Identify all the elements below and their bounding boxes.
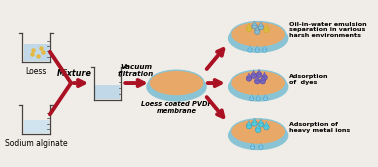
- Text: Mixture: Mixture: [57, 68, 92, 77]
- Circle shape: [246, 76, 252, 81]
- Circle shape: [263, 27, 269, 33]
- Polygon shape: [264, 94, 267, 98]
- Circle shape: [256, 72, 262, 77]
- Polygon shape: [257, 69, 261, 74]
- Circle shape: [252, 23, 257, 29]
- Polygon shape: [256, 46, 259, 49]
- Polygon shape: [253, 118, 257, 123]
- Ellipse shape: [231, 70, 286, 96]
- Circle shape: [258, 122, 263, 127]
- Ellipse shape: [231, 22, 286, 47]
- FancyBboxPatch shape: [95, 85, 120, 99]
- Polygon shape: [262, 72, 266, 77]
- Polygon shape: [255, 26, 259, 31]
- Polygon shape: [257, 94, 260, 98]
- Ellipse shape: [146, 72, 207, 102]
- Circle shape: [263, 124, 269, 130]
- Polygon shape: [255, 76, 259, 80]
- Polygon shape: [247, 121, 251, 125]
- Circle shape: [259, 145, 263, 149]
- Ellipse shape: [228, 72, 288, 102]
- Ellipse shape: [228, 24, 288, 53]
- Polygon shape: [251, 70, 256, 75]
- Polygon shape: [253, 21, 257, 25]
- Circle shape: [246, 26, 252, 32]
- Text: Loess coated PVDF
membrane: Loess coated PVDF membrane: [141, 101, 212, 114]
- Circle shape: [263, 97, 268, 101]
- Circle shape: [262, 75, 267, 80]
- Polygon shape: [256, 124, 260, 129]
- Polygon shape: [259, 143, 262, 147]
- Circle shape: [251, 73, 256, 78]
- Circle shape: [256, 97, 260, 101]
- Polygon shape: [247, 73, 251, 78]
- Polygon shape: [251, 143, 254, 147]
- Circle shape: [255, 48, 259, 52]
- Polygon shape: [261, 76, 265, 80]
- Ellipse shape: [231, 119, 286, 144]
- Circle shape: [254, 78, 260, 84]
- Text: Vacuum
filtration: Vacuum filtration: [118, 64, 154, 77]
- Text: Adsorption
of  dyes: Adsorption of dyes: [289, 74, 329, 85]
- Polygon shape: [259, 119, 263, 123]
- Circle shape: [251, 145, 255, 149]
- Text: Oil-in-water emulsion
separation in various
harsh environments: Oil-in-water emulsion separation in vari…: [289, 22, 367, 38]
- Text: Loess: Loess: [25, 66, 47, 75]
- Circle shape: [249, 97, 254, 101]
- Ellipse shape: [228, 121, 288, 150]
- Text: Adsorption of
heavy metal ions: Adsorption of heavy metal ions: [289, 122, 350, 133]
- Polygon shape: [263, 46, 266, 49]
- Polygon shape: [259, 22, 263, 26]
- Polygon shape: [264, 122, 268, 126]
- Circle shape: [254, 29, 260, 34]
- Polygon shape: [264, 24, 268, 29]
- FancyBboxPatch shape: [23, 44, 49, 61]
- Circle shape: [260, 78, 265, 84]
- Circle shape: [248, 48, 252, 52]
- Polygon shape: [248, 46, 251, 49]
- Polygon shape: [250, 94, 253, 98]
- Circle shape: [258, 24, 263, 30]
- Circle shape: [262, 48, 266, 52]
- Ellipse shape: [149, 70, 204, 96]
- Circle shape: [252, 121, 257, 126]
- FancyBboxPatch shape: [23, 120, 49, 133]
- Circle shape: [246, 123, 252, 129]
- Circle shape: [256, 127, 261, 133]
- Text: Sodium alginate: Sodium alginate: [5, 139, 68, 148]
- Polygon shape: [247, 23, 251, 28]
